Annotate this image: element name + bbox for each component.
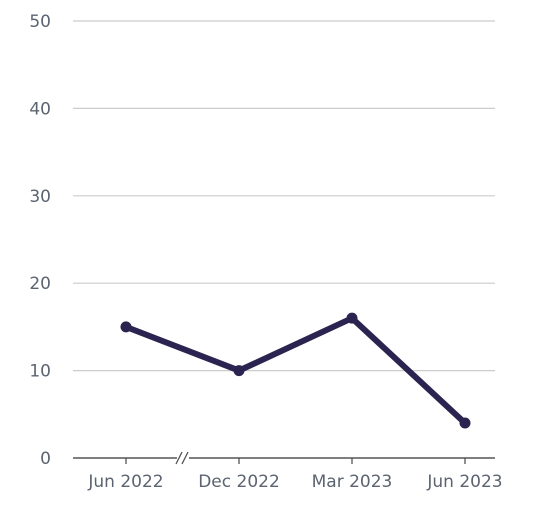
x-tick-label: Mar 2023 (312, 472, 393, 492)
grid-lines (73, 20, 495, 372)
x-axis (73, 451, 495, 465)
data-point (346, 312, 358, 324)
y-axis-ticks: 0 10 20 30 40 50 (29, 12, 51, 469)
y-tick-label: 50 (29, 12, 51, 32)
axis-break-marker (175, 451, 189, 465)
x-tick-label: Jun 2023 (426, 472, 502, 492)
y-tick-label: 10 (29, 362, 51, 382)
y-tick-label: 20 (29, 274, 51, 294)
series-line-group (120, 312, 471, 429)
data-point (233, 365, 245, 377)
x-tick-label: Jun 2022 (87, 472, 163, 492)
data-point (459, 417, 471, 429)
series-line (123, 315, 468, 427)
y-tick-label: 0 (40, 449, 51, 469)
y-tick-label: 40 (29, 99, 51, 119)
x-axis-ticks: Jun 2022 Dec 2022 Mar 2023 Jun 2023 (87, 458, 503, 492)
y-tick-label: 30 (29, 187, 51, 207)
x-tick-label: Dec 2022 (198, 472, 280, 492)
data-point (120, 321, 132, 333)
